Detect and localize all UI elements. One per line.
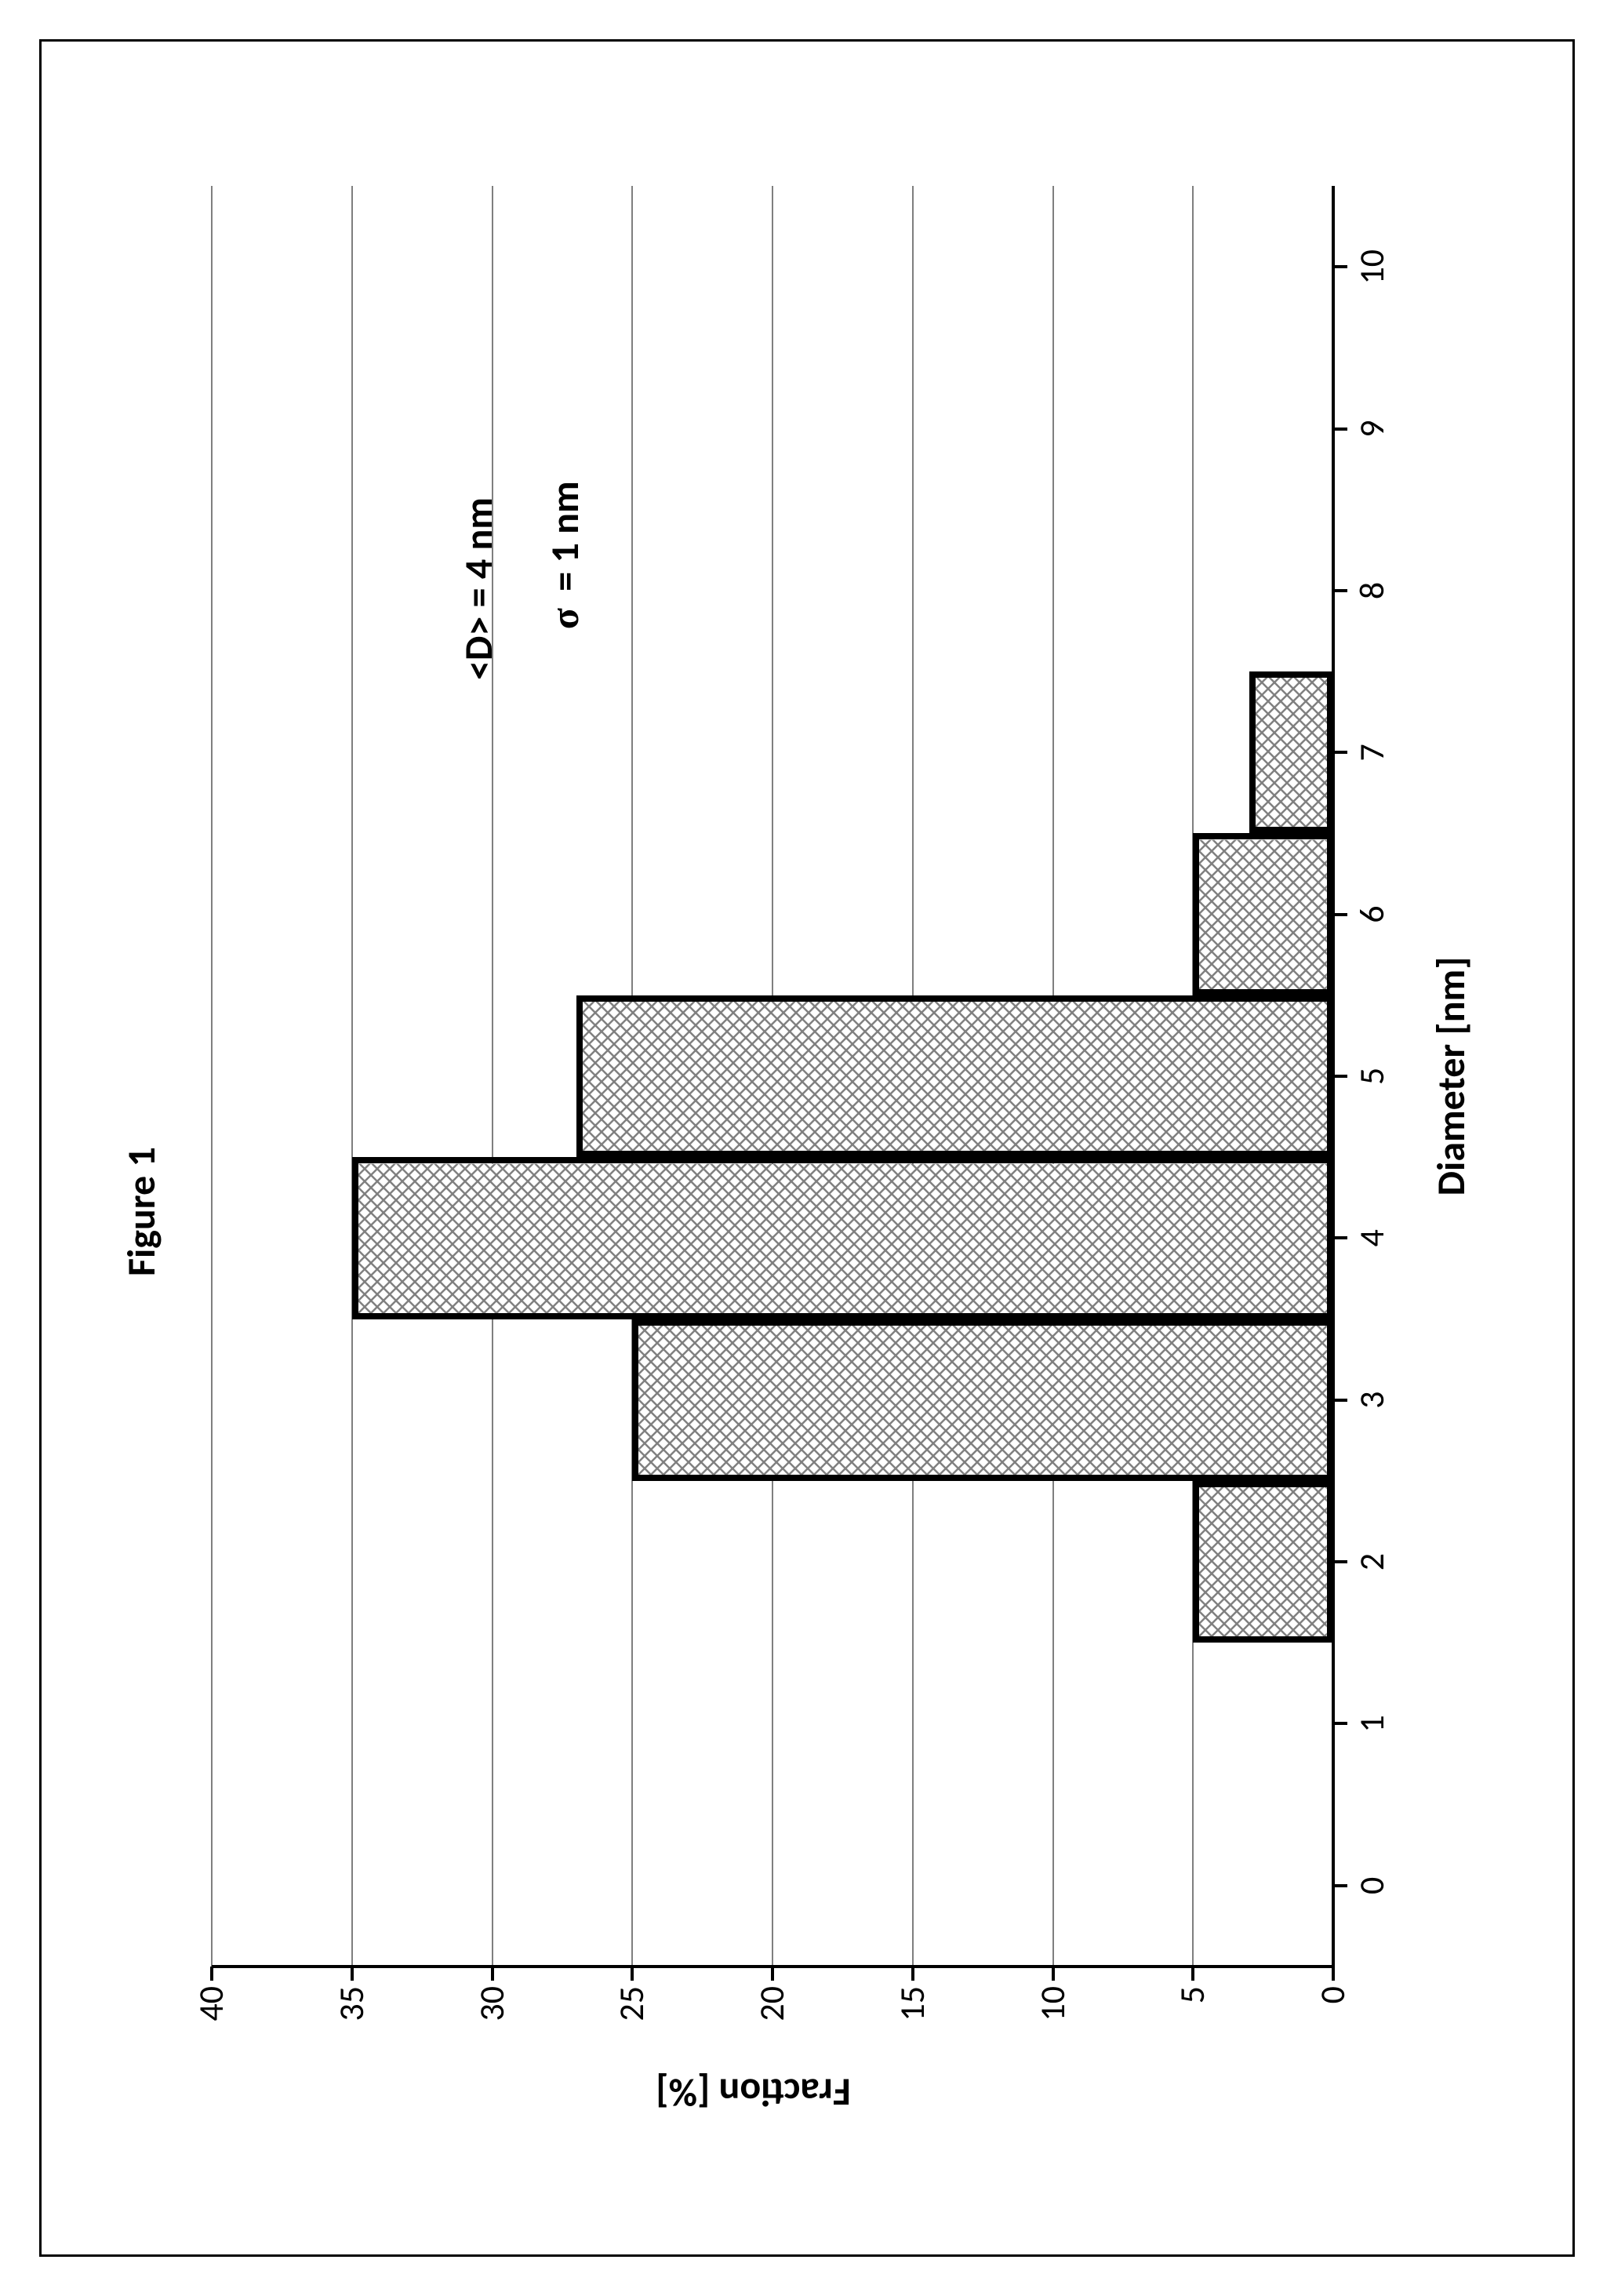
sigma-annotation: σ = 1 nm	[541, 481, 589, 680]
y-tick-label: 20	[751, 1986, 793, 2061]
histogram-bar	[352, 1157, 1333, 1319]
y-tick	[1191, 1967, 1194, 1981]
gridline	[492, 186, 493, 1967]
y-tick-label: 40	[190, 1986, 232, 2061]
y-tick-label: 35	[330, 1986, 373, 2061]
mean-annotation: <D> = 4 nm	[455, 497, 503, 680]
sigma-symbol: σ	[542, 608, 587, 680]
x-axis-label: Diameter [nm]	[1427, 186, 1475, 1967]
landscape-canvas: Figure 1 0123456789100510152025303540 Fr…	[39, 39, 1575, 2257]
x-tick	[1333, 1075, 1347, 1078]
histogram-bar	[1249, 671, 1333, 833]
y-tick	[351, 1967, 354, 1981]
x-tick	[1333, 1236, 1347, 1239]
x-tick	[1333, 1884, 1347, 1887]
sigma-value: = 1 nm	[541, 481, 589, 591]
x-tick	[1333, 265, 1347, 268]
x-tick	[1333, 1722, 1347, 1725]
x-tick-label: 4	[1350, 1199, 1393, 1277]
x-tick-label: 0	[1350, 1847, 1393, 1925]
x-tick-label: 3	[1350, 1361, 1393, 1439]
histogram-bar	[1193, 1481, 1333, 1643]
y-tick	[1052, 1967, 1055, 1981]
y-tick	[491, 1967, 494, 1981]
y-tick-label: 0	[1311, 1986, 1354, 2061]
x-tick	[1333, 428, 1347, 431]
y-tick-label: 10	[1031, 1986, 1074, 2061]
gridline	[351, 186, 353, 1967]
x-tick-label: 9	[1350, 390, 1393, 468]
x-tick	[1333, 1560, 1347, 1563]
x-tick-label: 10	[1350, 227, 1393, 306]
y-tick-label: 5	[1171, 1986, 1213, 2061]
y-tick-label: 25	[610, 1986, 653, 2061]
y-tick	[771, 1967, 774, 1981]
x-tick	[1333, 589, 1347, 592]
x-tick-label: 5	[1350, 1037, 1393, 1115]
y-tick-label: 30	[471, 1986, 513, 2061]
x-tick	[1333, 913, 1347, 916]
y-tick	[210, 1967, 213, 1981]
y-axis-label: Fraction [%]	[636, 2069, 871, 2116]
histogram-bar	[632, 1319, 1333, 1481]
histogram-bar	[576, 995, 1333, 1157]
x-tick-label: 2	[1350, 1523, 1393, 1601]
y-tick	[911, 1967, 914, 1981]
histogram-bar	[1193, 833, 1333, 995]
y-tick	[631, 1967, 634, 1981]
x-tick-label: 7	[1350, 713, 1393, 791]
y-tick-label: 15	[891, 1986, 933, 2061]
x-tick	[1333, 751, 1347, 754]
x-tick-label: 6	[1350, 875, 1393, 954]
histogram-plot: 0123456789100510152025303540	[212, 186, 1333, 1967]
y-tick	[1332, 1967, 1335, 1981]
x-tick	[1333, 1399, 1347, 1402]
figure-title: Figure 1	[118, 1147, 165, 1276]
x-tick-label: 8	[1350, 551, 1393, 630]
x-tick-label: 1	[1350, 1684, 1393, 1763]
gridline	[211, 186, 213, 1967]
